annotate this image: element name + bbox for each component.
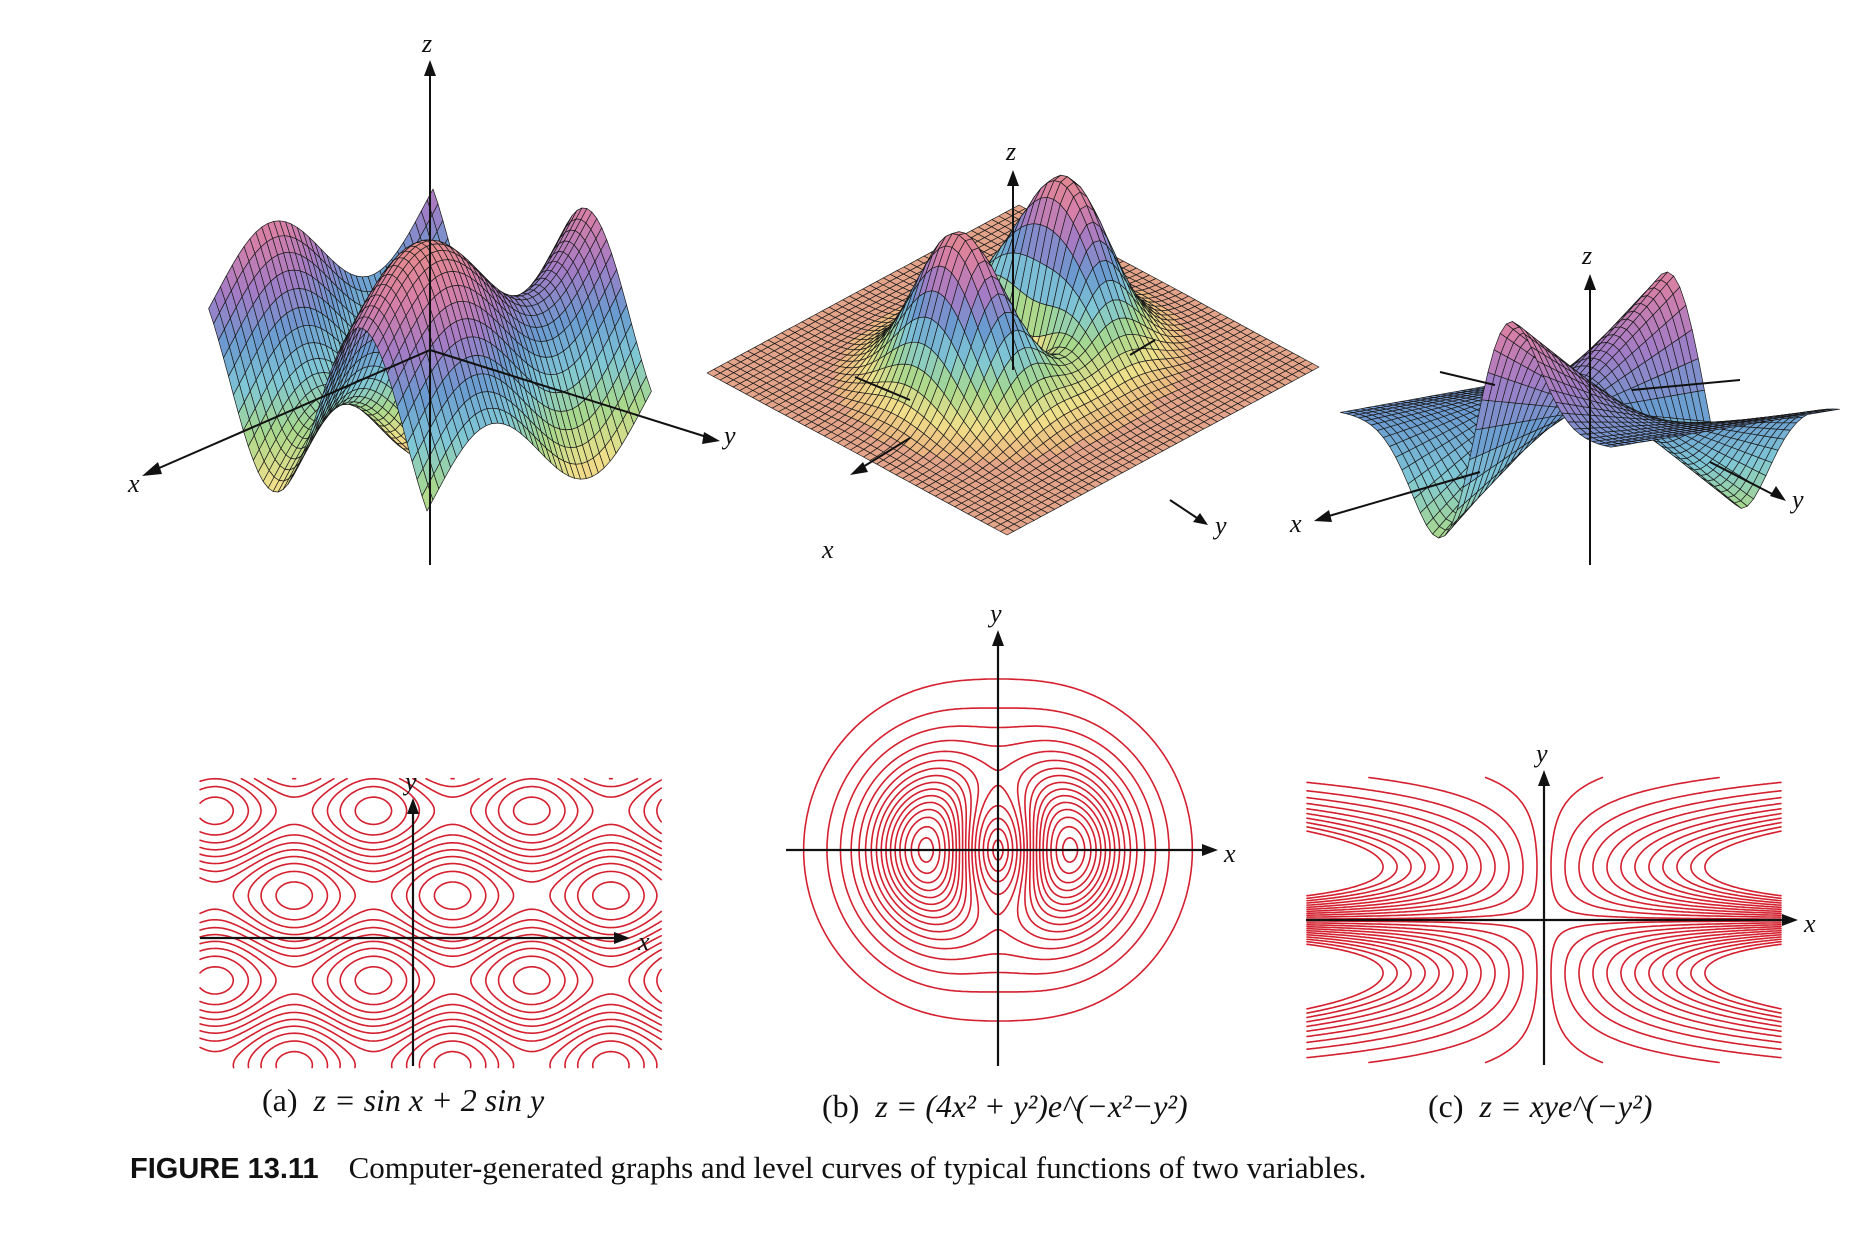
surface-plot-b: z x y [706, 137, 1320, 564]
z-axis-label-a: z [421, 29, 432, 58]
y-axis-a [429, 349, 711, 439]
x-axis-label-a: x [127, 469, 140, 498]
y-arrowhead-b [1193, 513, 1208, 525]
y-axis-b [1169, 499, 1201, 521]
y-axis-back-b [1129, 339, 1156, 356]
y-axis-label-a: y [721, 421, 736, 450]
surface-mesh-a [208, 188, 652, 512]
x-axis-back-b [854, 376, 911, 401]
axes-3d-b [850, 170, 1208, 525]
surface-plot-c: z x y [1289, 241, 1840, 565]
surface-mesh-b [706, 174, 1320, 536]
x-axis-a [149, 349, 431, 473]
x-axis-label-b: x [821, 535, 834, 564]
surface-facet [1000, 527, 1015, 536]
y-axis-label-b: y [1212, 511, 1227, 540]
axes-3d-a [142, 60, 720, 565]
y-arrowhead-a [702, 432, 720, 444]
z-arrowhead-a [424, 60, 436, 76]
z-arrowhead-b [1007, 170, 1019, 186]
z-axis-label-b: z [1005, 137, 1016, 166]
x-arrowhead-b [850, 462, 868, 475]
x-arrowhead-a [142, 462, 162, 476]
x-axis-b [857, 437, 911, 471]
surface-plot-a: z x y [127, 29, 736, 565]
